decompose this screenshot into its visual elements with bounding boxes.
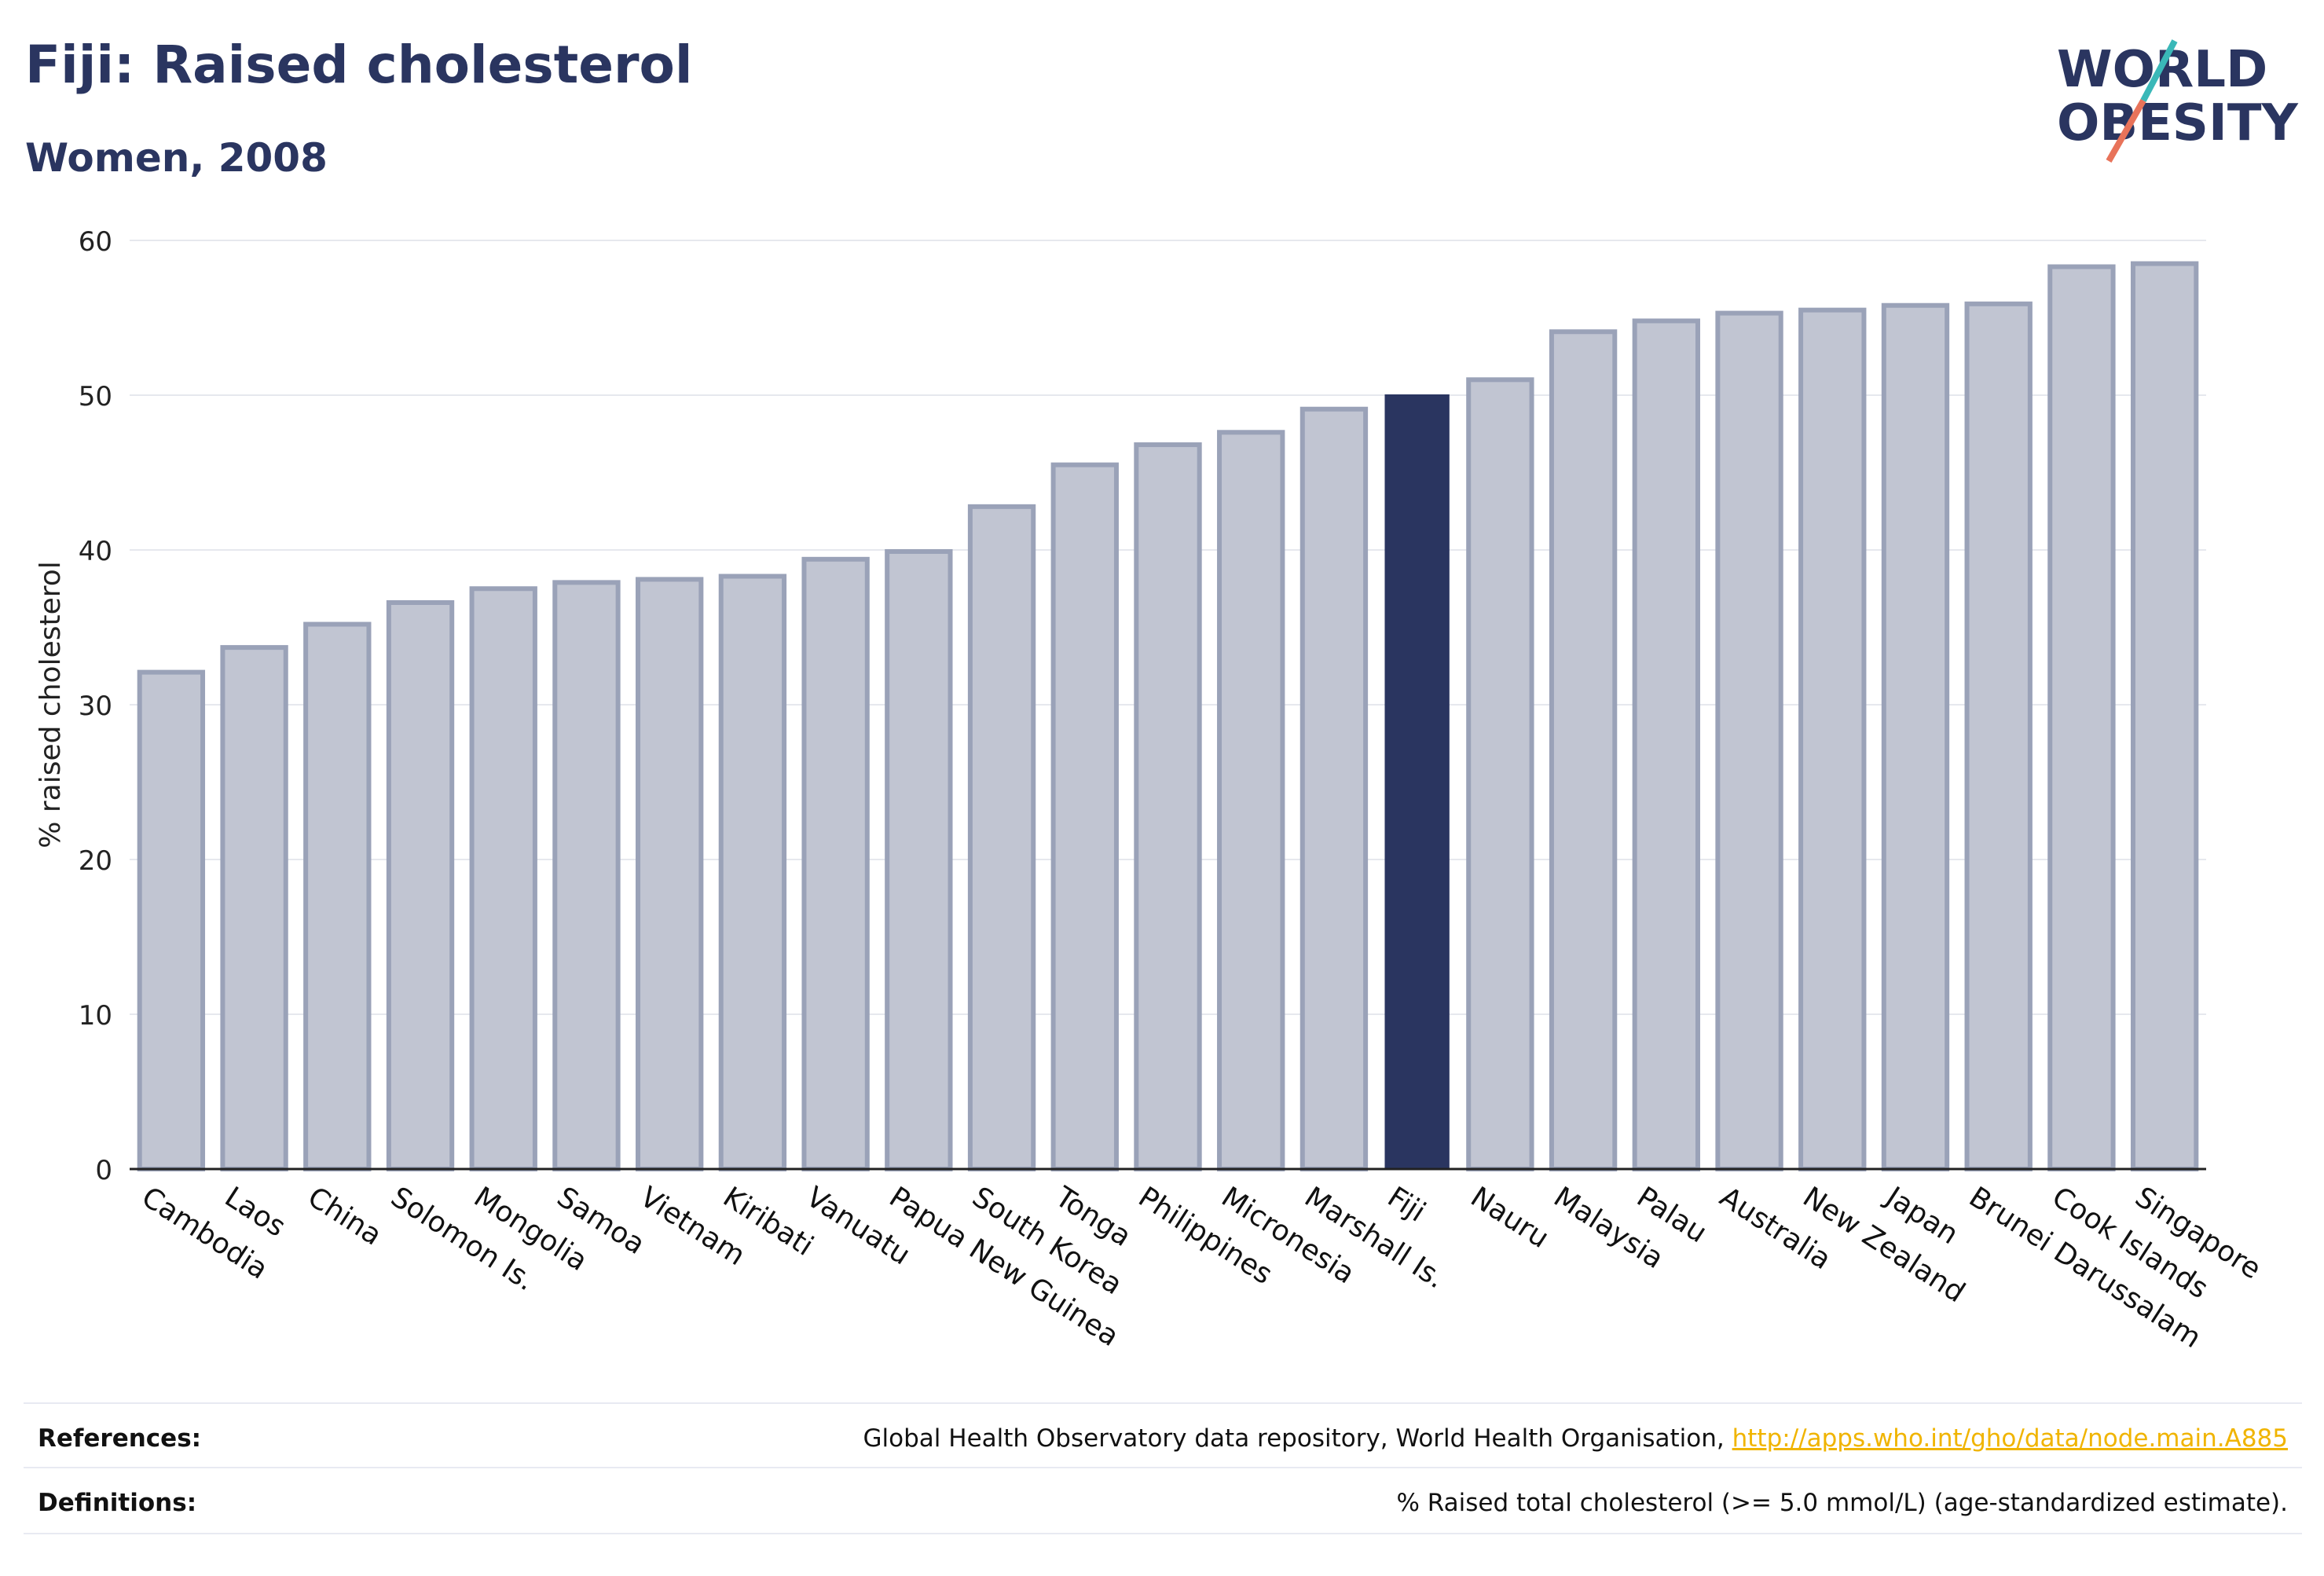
y-tick-label: 40	[79, 536, 112, 567]
x-tick-label: Fiji	[1382, 1181, 1431, 1229]
bar	[1217, 430, 1285, 1171]
y-tick-label: 60	[79, 226, 112, 258]
bar	[1881, 302, 1950, 1171]
y-tick-label: 0	[95, 1155, 112, 1186]
bar	[386, 599, 455, 1171]
chart-subtitle: Women, 2008	[25, 135, 328, 181]
bar	[1964, 301, 2033, 1171]
bar	[1798, 307, 1867, 1171]
y-tick-label: 20	[79, 845, 112, 877]
references-label: References:	[38, 1424, 202, 1453]
logo-slash-coral	[2106, 99, 2146, 163]
x-tick-label: China	[302, 1181, 387, 1252]
y-tick-label: 30	[79, 691, 112, 722]
bar	[469, 586, 537, 1171]
world-obesity-logo: WORLD OBESITY	[2057, 39, 2298, 163]
bar	[303, 621, 372, 1171]
chart-title: Fiji: Raised cholesterol	[25, 35, 693, 95]
bar	[801, 556, 870, 1171]
bar	[1384, 394, 1450, 1170]
bar	[1715, 310, 1783, 1172]
bar	[2047, 264, 2116, 1171]
bar	[1466, 377, 1534, 1171]
bar	[636, 577, 704, 1171]
y-tick-label: 50	[79, 381, 112, 412]
bar	[885, 548, 953, 1171]
y-tick-label: 10	[79, 1000, 112, 1032]
bar	[2130, 261, 2199, 1171]
references-row: References: Global Health Observatory da…	[24, 1402, 2302, 1468]
bar	[967, 504, 1036, 1171]
logo-slash-teal	[2140, 39, 2178, 102]
references-value: Global Health Observatory data repositor…	[863, 1424, 2288, 1453]
bar	[1632, 318, 1700, 1172]
definitions-text: % Raised total cholesterol (>= 5.0 mmol/…	[1396, 1489, 2288, 1517]
definitions-row: Definitions: % Raised total cholesterol …	[24, 1467, 2302, 1534]
y-axis-label: % raised cholesterol	[35, 561, 67, 848]
logo-line-2: OBESITY	[2057, 94, 2298, 152]
bar	[1134, 442, 1202, 1171]
definitions-label: Definitions:	[38, 1489, 197, 1517]
bar	[1299, 406, 1369, 1171]
bar	[1549, 329, 1618, 1172]
x-tick-label: Nauru	[1464, 1181, 1554, 1255]
references-text: Global Health Observatory data repositor…	[863, 1424, 1732, 1453]
bar	[552, 580, 621, 1171]
bar	[137, 669, 206, 1171]
references-link[interactable]: http://apps.who.int/gho/data/node.main.A…	[1732, 1424, 2288, 1453]
bar	[718, 574, 787, 1171]
bar	[220, 645, 288, 1171]
bar	[1050, 462, 1119, 1171]
